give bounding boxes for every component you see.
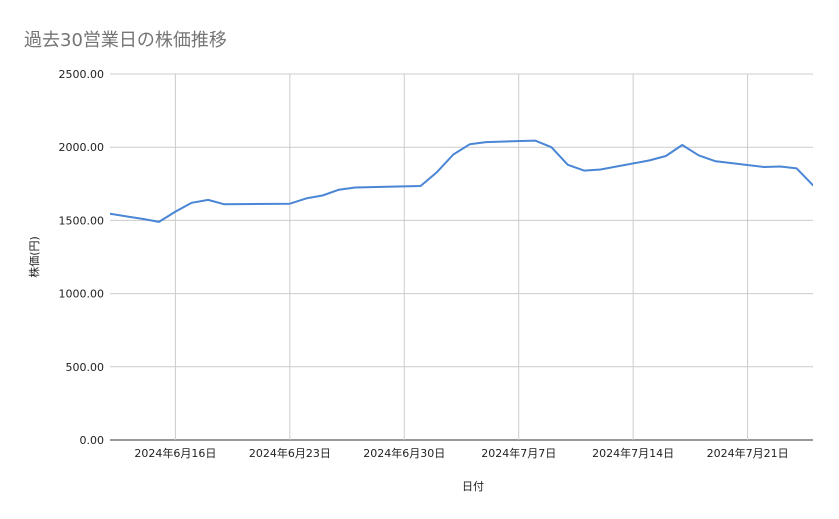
y-tick-label: 0.00 <box>80 434 105 447</box>
gridlines <box>110 73 813 441</box>
data-point <box>697 154 699 156</box>
data-point <box>583 169 585 171</box>
data-point <box>452 153 454 155</box>
data-point <box>779 165 781 167</box>
y-tick-label: 2500.00 <box>59 68 105 81</box>
data-point <box>354 186 356 188</box>
data-point <box>321 194 323 196</box>
data-point <box>207 199 209 201</box>
data-point <box>599 168 601 170</box>
data-point <box>419 185 421 187</box>
series-line <box>110 139 813 223</box>
x-tick-label: 2024年7月21日 <box>707 446 789 460</box>
series-layer <box>109 139 830 223</box>
data-point <box>665 155 667 157</box>
data-point <box>174 210 176 212</box>
data-point <box>485 141 487 143</box>
x-tick-label: 2024年6月23日 <box>249 446 331 460</box>
chart-title: 過去30営業日の株価推移 <box>24 30 227 51</box>
data-point <box>191 202 193 204</box>
data-point <box>567 164 569 166</box>
data-point <box>468 143 470 145</box>
x-tick-label: 2024年7月14日 <box>592 446 674 460</box>
data-point <box>828 178 830 180</box>
y-tick-label: 2000.00 <box>59 141 105 154</box>
data-point <box>223 203 225 205</box>
data-point <box>550 146 552 148</box>
data-point <box>763 166 765 168</box>
y-tick-label: 1000.00 <box>59 288 105 301</box>
data-point <box>795 167 797 169</box>
data-point <box>338 188 340 190</box>
y-axis-ticks: 0.00 500.00 1000.00 1500.00 2000.00 2500.00 <box>59 68 105 447</box>
y-tick-label: 500.00 <box>66 361 105 374</box>
data-point <box>436 171 438 173</box>
data-point <box>289 203 291 205</box>
x-axis-ticks: 2024年6月16日 2024年6月23日 2024年6月30日 2024年7月7日 2… <box>134 446 788 460</box>
data-point <box>534 139 536 141</box>
data-point <box>648 159 650 161</box>
data-point <box>109 213 111 215</box>
x-tick-label: 2024年7月7日 <box>481 446 556 460</box>
x-tick-label: 2024年6月16日 <box>134 446 216 460</box>
data-point <box>681 144 683 146</box>
x-tick-label: 2024年6月30日 <box>363 446 445 460</box>
data-point <box>812 184 814 186</box>
data-point <box>714 160 716 162</box>
data-point <box>158 221 160 223</box>
data-point <box>141 218 143 220</box>
data-point <box>305 197 307 199</box>
y-axis-label: 株価(円) <box>27 236 41 278</box>
x-axis-label: 日付 <box>462 480 484 493</box>
y-tick-label: 1500.00 <box>59 214 105 227</box>
data-point <box>272 203 274 205</box>
